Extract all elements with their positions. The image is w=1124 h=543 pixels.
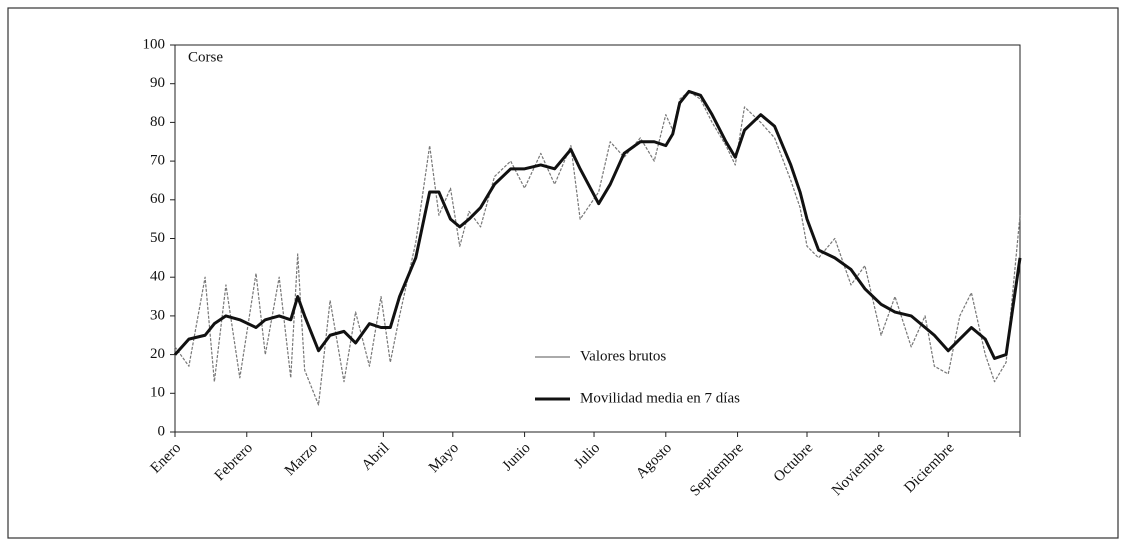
series-line [173, 89, 1022, 360]
x-tick-label: Mayo [426, 440, 462, 476]
frame [7, 7, 1119, 539]
x-tick-label: Febrero [212, 440, 256, 484]
x-tick-label: Octubre [771, 440, 817, 486]
y-tick-label: 90 [150, 75, 165, 91]
x-tick-label: Septiembre [687, 440, 747, 500]
y-tick-label: 0 [158, 423, 166, 439]
x-tick-label: Junio [500, 440, 534, 474]
x-tick-label: Noviembre [829, 440, 888, 499]
y-tick-label: 50 [150, 230, 165, 246]
x-tick-label: Enero [148, 440, 185, 477]
y-tick-label: 40 [150, 269, 165, 285]
plot-area [174, 44, 1021, 433]
y-tick-label: 30 [150, 307, 165, 323]
x-tick-label: Abril [359, 440, 393, 474]
x-tick-label: Diciembre [901, 440, 957, 496]
y-tick-label: 20 [150, 346, 165, 362]
x-tick-label: Julio [571, 440, 603, 472]
chart-title: Corse [188, 49, 223, 65]
y-tick-label: 100 [143, 36, 166, 52]
y-tick-label: 60 [150, 191, 165, 207]
x-tick-label: Marzo [282, 440, 321, 479]
legend-label: Movilidad media en 7 días [580, 390, 740, 406]
x-tick-label: Agosto [633, 440, 675, 482]
y-tick-label: 10 [150, 385, 165, 401]
series-line [174, 90, 1021, 406]
legend-label: Valores brutos [580, 348, 666, 364]
y-tick-label: 80 [150, 114, 165, 130]
y-tick-label: 70 [150, 153, 165, 169]
